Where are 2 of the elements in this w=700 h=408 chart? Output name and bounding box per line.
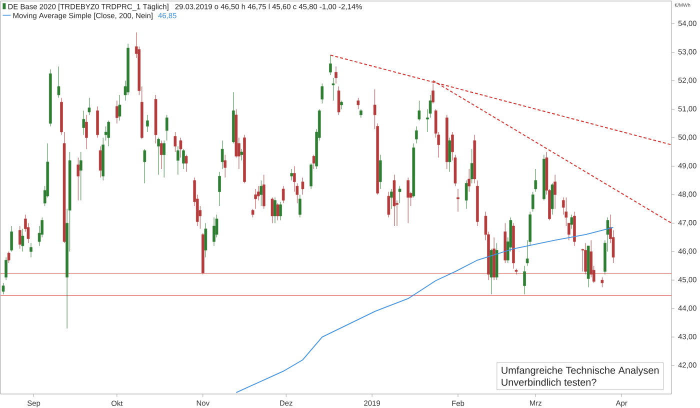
annotation: Unverbindlich testen? <box>502 378 596 386</box>
annotation: Umfangreiche Technische Analysen <box>502 366 659 376</box>
